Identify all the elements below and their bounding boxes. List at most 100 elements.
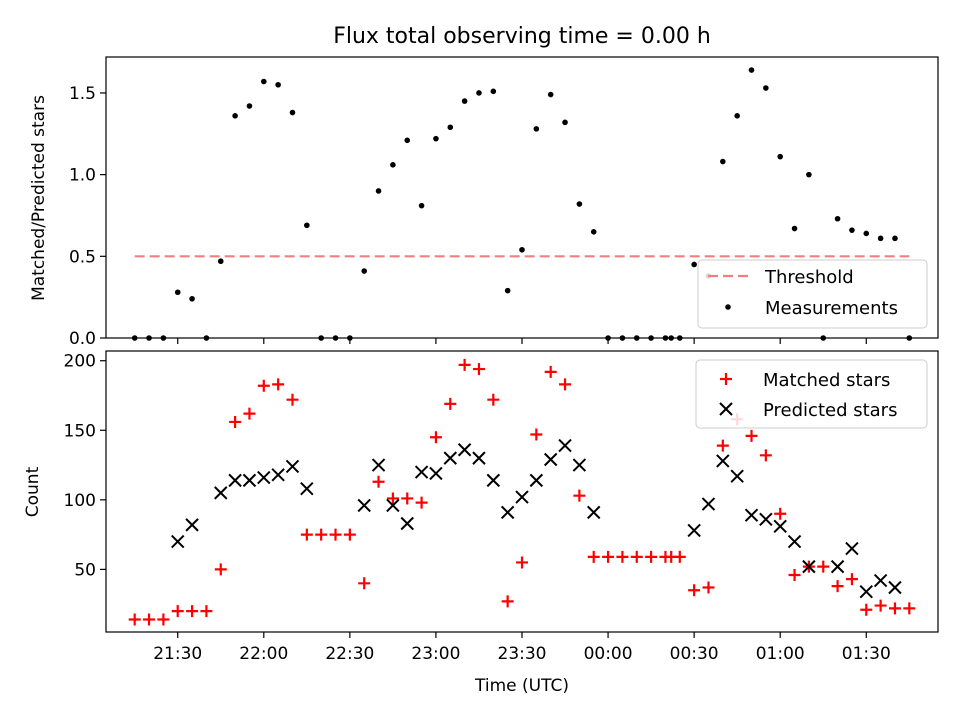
matched-star-point — [487, 393, 500, 406]
measurements-legend-marker — [725, 304, 731, 310]
top-axes-frame — [105, 56, 939, 339]
matched-star-point — [702, 581, 715, 594]
predicted-star-point — [773, 519, 787, 533]
bottom-y-tick-label: 50 — [74, 560, 96, 580]
predicted-star-point — [716, 454, 730, 468]
matched-star-point — [214, 563, 227, 576]
measurement-point — [289, 109, 296, 116]
predicted-star-point — [285, 459, 300, 474]
matched-star-point — [415, 496, 428, 509]
top-panel: Flux total observing time = 0.00 h Match… — [29, 24, 939, 349]
measurement-point — [275, 81, 281, 88]
measurement-point — [892, 235, 898, 242]
matched-star-point — [587, 550, 600, 563]
matched-star-point — [243, 407, 256, 420]
matched-star-point — [860, 603, 873, 616]
bottom-legend-box — [695, 359, 928, 429]
measurements-legend-label: Measurements — [765, 298, 898, 319]
measurement-point — [260, 78, 267, 85]
matched-star-point — [874, 599, 887, 612]
measurement-point — [877, 235, 884, 242]
predicted-star-point — [357, 498, 371, 513]
x-tick-label: 01:30 — [842, 644, 891, 664]
matched-star-point — [329, 528, 342, 541]
bottom-y-tick-label: 200 — [64, 352, 96, 372]
matched-star-point — [745, 429, 758, 442]
measurement-point — [791, 225, 798, 232]
matched-star-point — [300, 528, 313, 541]
matched-star-point — [573, 489, 586, 502]
bottom-y-tick-label: 100 — [64, 491, 96, 511]
bottom-x-ticks: 21:30 22:00 22:30 23:00 23:30 00:00 00:30 01:00… — [153, 632, 891, 664]
top-x-ticks — [177, 338, 867, 344]
predicted-star-point — [572, 458, 587, 472]
matched-star-point — [530, 428, 543, 441]
top-legend: Threshold Measurements — [697, 259, 928, 329]
bottom-y-axis-label: Count — [23, 466, 43, 517]
predicted-star-point — [787, 534, 802, 549]
measurement-point — [748, 67, 755, 73]
measurement-point — [174, 289, 181, 296]
predicted-star-point — [472, 451, 486, 465]
x-tick-label: 01:00 — [756, 644, 805, 664]
matched-star-point — [143, 613, 156, 626]
top-legend-box — [697, 259, 928, 329]
matched-star-point — [501, 595, 514, 608]
measurement-point — [418, 202, 425, 209]
matched-star-point — [372, 475, 385, 488]
measurement-point — [576, 201, 583, 207]
predicted-star-point — [888, 580, 902, 595]
predicted-star-point — [830, 559, 845, 574]
measurement-point — [361, 268, 368, 274]
predicted-star-point — [558, 438, 572, 453]
predicted-star-point — [371, 458, 386, 472]
measurement-point — [720, 158, 726, 165]
measurement-point — [763, 85, 769, 91]
matched-star-point — [788, 568, 801, 581]
measurement-point — [691, 261, 697, 268]
matched-star-point — [200, 605, 213, 618]
predicted-star-point — [257, 470, 271, 485]
matched-star-point — [343, 528, 356, 541]
x-tick-label: 22:00 — [239, 644, 288, 664]
predicted-star-point — [214, 486, 228, 500]
measurement-point — [863, 230, 870, 237]
measurement-point — [304, 222, 310, 229]
predicted-star-point — [429, 466, 443, 481]
matched-star-point — [386, 492, 399, 505]
x-tick-label: 23:30 — [498, 644, 547, 664]
x-tick-label: 23:00 — [411, 644, 460, 664]
predicted-star-point — [687, 523, 701, 538]
measurement-point — [433, 135, 439, 142]
measurement-point — [390, 162, 396, 168]
measurement-points — [131, 67, 913, 341]
predicted-star-point — [845, 541, 859, 556]
predicted-star-point — [457, 443, 472, 457]
predicted-star-point — [759, 512, 773, 527]
matched-star-point — [688, 584, 701, 597]
predicted-star-point — [730, 469, 744, 483]
predicted-star-point — [529, 473, 544, 488]
predicted-star-point — [185, 518, 199, 532]
predicted-star-point — [744, 508, 759, 522]
matched-legend-marker — [720, 373, 732, 385]
matched-star-point — [544, 365, 557, 378]
bottom-y-ticks: 50 100 150 200 — [64, 352, 106, 580]
matched-star-point — [257, 379, 270, 392]
matched-star-point — [358, 577, 371, 590]
predicted-star-point — [228, 473, 242, 488]
predicted-star-point — [242, 473, 257, 488]
matched-star-point — [171, 605, 184, 618]
predicted-star-point — [414, 465, 429, 479]
predicted-star-point — [171, 534, 185, 549]
predicted-star-point — [486, 473, 501, 488]
measurement-point — [246, 103, 253, 109]
matched-star-point — [444, 397, 457, 410]
matched-star-point — [286, 393, 299, 406]
measurement-point — [189, 295, 195, 302]
predicted-star-point — [587, 505, 601, 520]
threshold-legend-label: Threshold — [764, 267, 854, 288]
bottom-axes-frame — [105, 350, 939, 633]
matched-legend-label: Matched stars — [763, 370, 890, 391]
